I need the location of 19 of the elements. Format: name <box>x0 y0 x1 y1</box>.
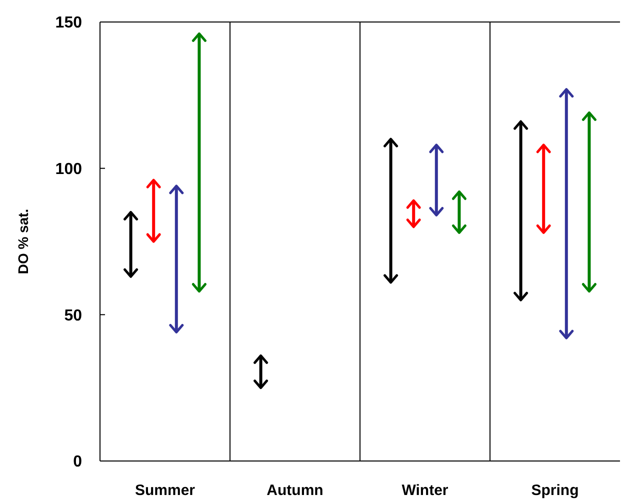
y-axis-title: DO % sat. <box>15 208 31 274</box>
bar <box>434 144 438 216</box>
bar <box>542 144 546 233</box>
x-tick-label: Autumn <box>266 482 324 499</box>
bar <box>129 212 132 277</box>
bar <box>152 180 156 242</box>
bar <box>389 139 392 282</box>
y-tick-label: 0 <box>73 454 82 471</box>
x-tick-label: Summer <box>134 482 196 499</box>
y-tick-label: 50 <box>64 307 82 324</box>
bar <box>588 112 591 292</box>
bar <box>564 89 568 338</box>
y-tick-label: 100 <box>55 160 82 178</box>
bar <box>198 34 201 292</box>
x-tick-label: Spring <box>531 482 579 499</box>
x-tick-label: Winter <box>402 482 448 499</box>
bar <box>519 122 522 300</box>
bar <box>174 186 178 332</box>
y-tick-label: 150 <box>55 14 82 32</box>
